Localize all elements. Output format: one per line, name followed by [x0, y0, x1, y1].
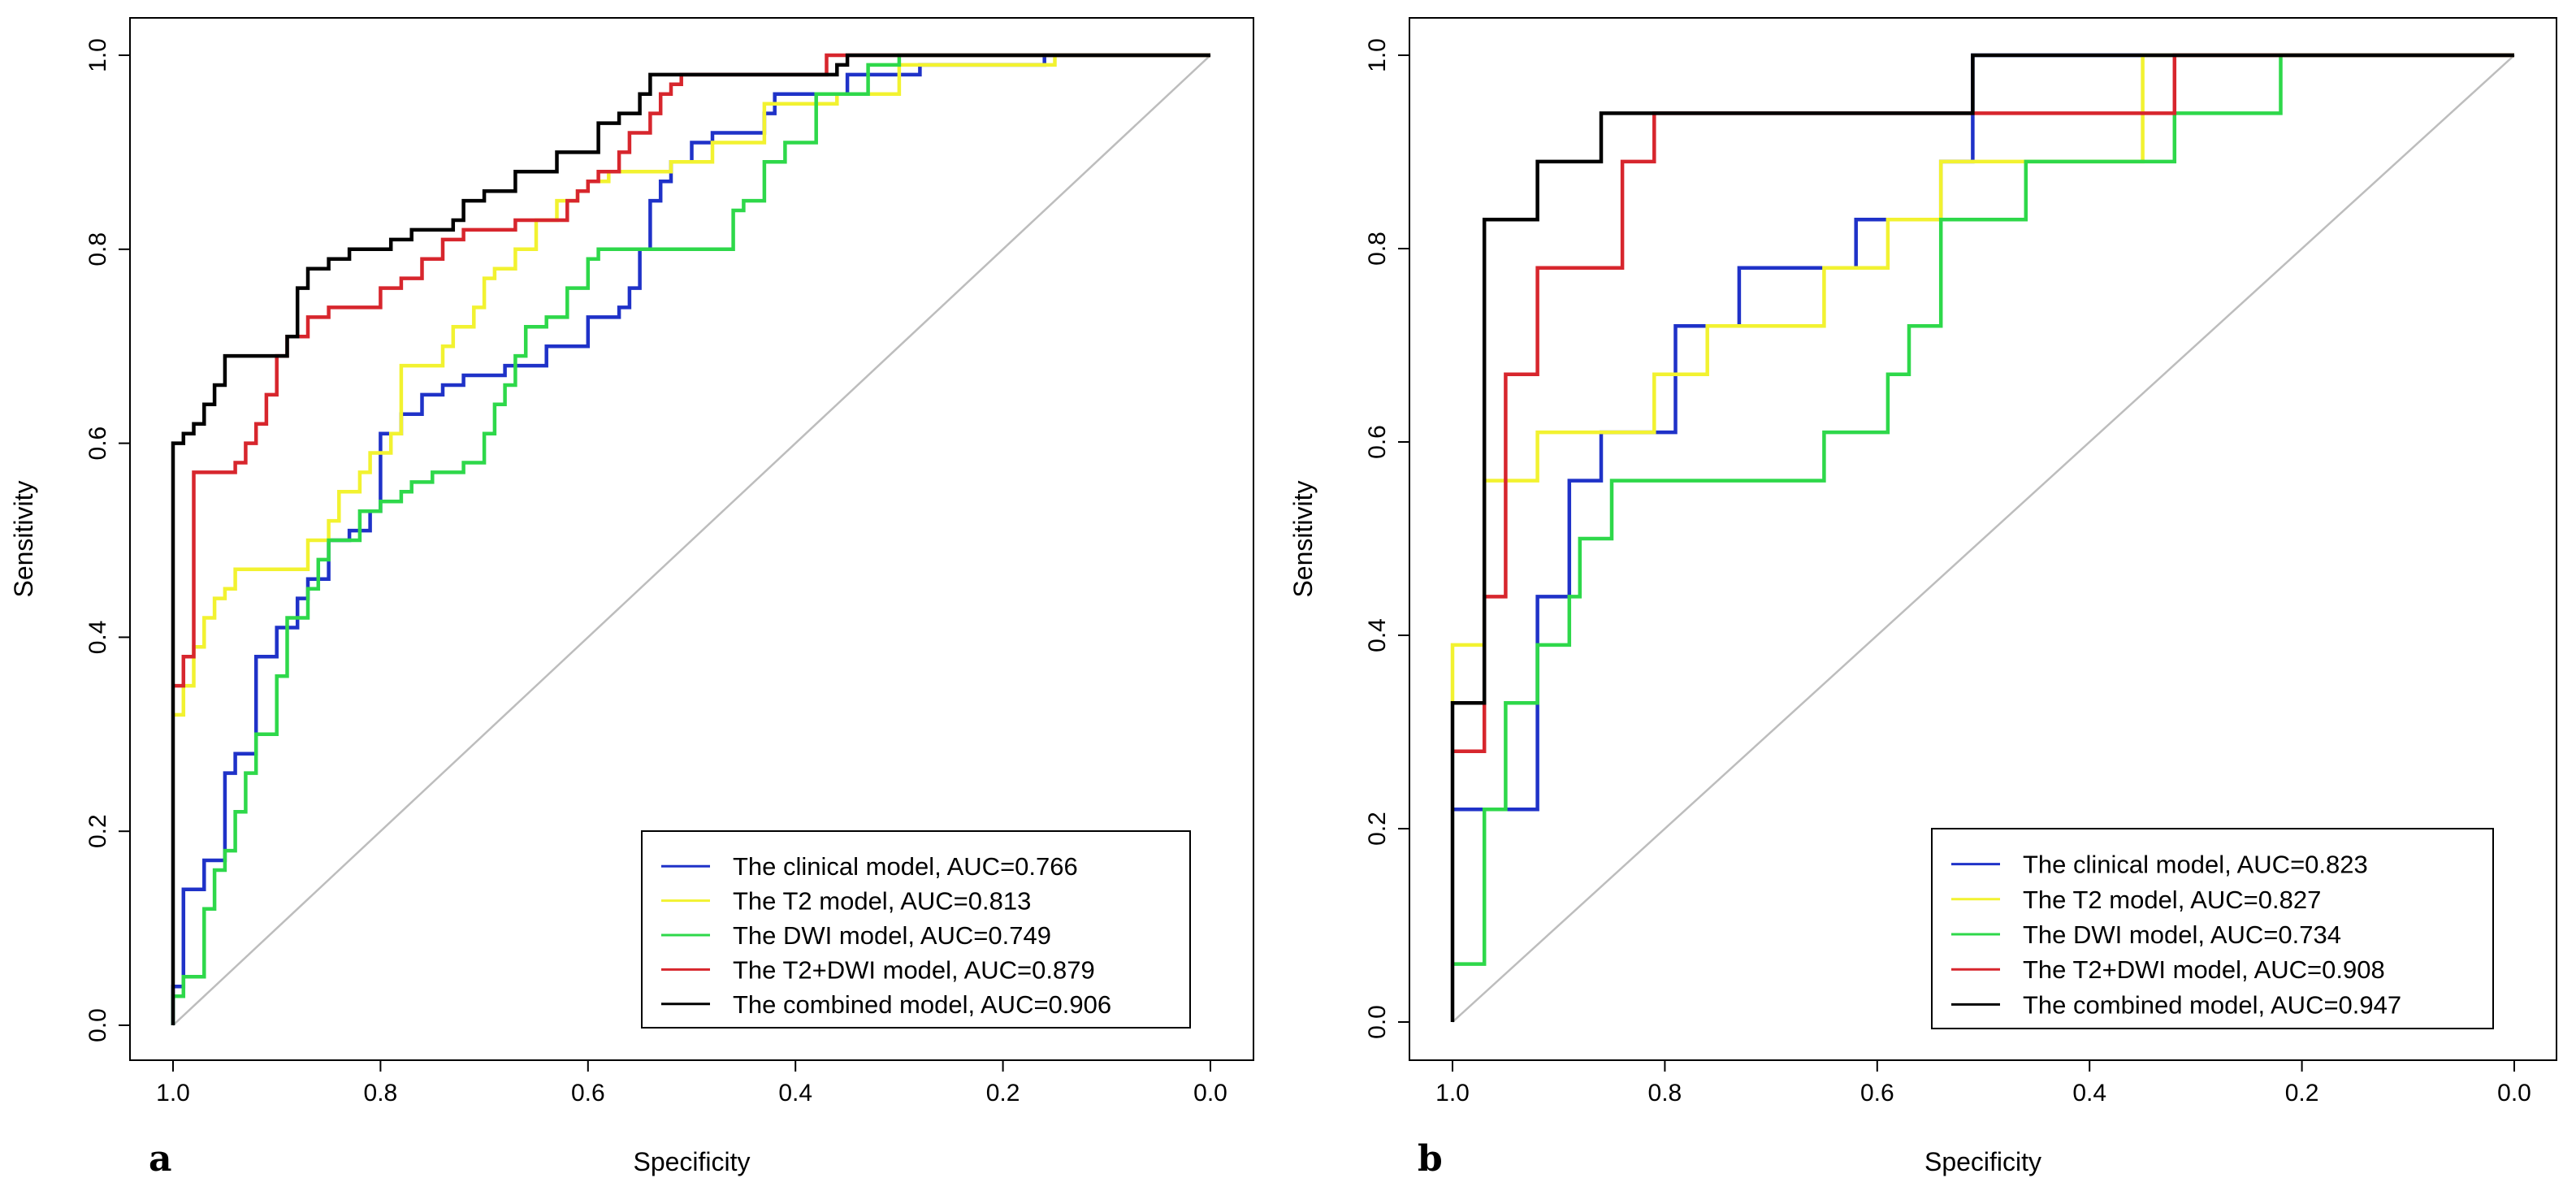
legend-label: The clinical model, AUC=0.823	[2023, 851, 2368, 879]
legend: The clinical model, AUC=0.766 The T2 mode…	[641, 830, 1191, 1029]
y-tick-label: 0.4	[84, 621, 111, 655]
panel-letter: b	[1418, 1138, 1443, 1180]
plot-frame	[1409, 17, 2557, 1061]
roc-curve-series-5	[171, 53, 1210, 1025]
x-tick-label: 0.6	[571, 1080, 605, 1107]
x-tick-label: 0.4	[778, 1080, 812, 1107]
roc-curve-series-4	[1453, 53, 2514, 754]
roc-panel-b: 1.0 0.8 0.6 0.4 0.2 0.0 0.0 0.2 0.4 0.6 0.8 1.0 Spec…	[1288, 17, 2557, 1180]
x-tick-label: 0.2	[986, 1080, 1020, 1107]
x-tick-label: 0.8	[364, 1080, 398, 1107]
x-axis-title: Specificity	[633, 1147, 750, 1176]
x-tick-label: 0.0	[2497, 1080, 2531, 1107]
roc-curve-series-2	[173, 53, 1210, 717]
y-tick-label: 0.0	[1364, 1005, 1391, 1039]
plot-frame	[129, 17, 1254, 1061]
panel-letter: a	[149, 1138, 172, 1180]
legend-label: The combined model, AUC=0.947	[2023, 990, 2401, 1019]
y-tick-label: 0.2	[84, 814, 111, 848]
x-tick-label: 0.4	[2072, 1080, 2106, 1107]
legend: The clinical model, AUC=0.823 The T2 mode…	[1931, 828, 2494, 1029]
legend-label: The T2+DWI model, AUC=0.908	[2023, 955, 2385, 984]
legend-label: The combined model, AUC=0.906	[733, 990, 1111, 1019]
roc-curve-series-3	[1453, 53, 2514, 966]
x-tick-label: 1.0	[1435, 1080, 1470, 1107]
roc-panel-a: 1.0 0.8 0.6 0.4 0.2 0.0 0.0 0.2 0.4 0.6 0.8 1.0 Spec…	[9, 17, 1254, 1180]
legend-box	[641, 830, 1191, 1029]
y-axis-title: Sensitivity	[1288, 480, 1318, 597]
x-tick-label: 0.6	[1860, 1080, 1894, 1107]
y-tick-label: 0.6	[84, 427, 111, 461]
reference-diagonal	[1452, 54, 2515, 1023]
legend-label: The DWI model, AUC=0.749	[733, 921, 1051, 950]
y-axis-title: Sensitivity	[9, 480, 38, 597]
x-axis-title: Specificity	[1924, 1147, 2041, 1176]
y-tick-label: 1.0	[1364, 38, 1391, 72]
roc-curve-series-2	[1450, 53, 2514, 704]
x-tick-label: 1.0	[156, 1080, 190, 1107]
roc-curve-series-1	[171, 53, 1210, 1025]
roc-curve-series-3	[171, 53, 1210, 1025]
roc-curve-series-4	[173, 53, 1210, 688]
y-tick-label: 0.8	[1364, 232, 1391, 266]
y-tick-label: 0.8	[84, 232, 111, 266]
y-tick-label: 1.0	[84, 38, 111, 72]
y-tick-label: 0.6	[1364, 425, 1391, 459]
y-tick-label: 0.4	[1364, 618, 1391, 652]
y-tick-label: 0.0	[84, 1008, 111, 1042]
legend-label: The T2+DWI model, AUC=0.879	[733, 955, 1095, 984]
y-tick-label: 0.2	[1364, 812, 1391, 846]
legend-label: The T2 model, AUC=0.827	[2023, 886, 2321, 914]
roc-curve-series-5	[1450, 53, 2514, 1022]
x-tick-label: 0.8	[1648, 1080, 1682, 1107]
x-tick-label: 0.2	[2285, 1080, 2319, 1107]
legend-label: The clinical model, AUC=0.766	[733, 852, 1078, 881]
legend-label: The T2 model, AUC=0.813	[733, 887, 1031, 916]
legend-label: The DWI model, AUC=0.734	[2023, 920, 2341, 949]
legend-box	[1931, 828, 2494, 1029]
x-tick-label: 0.0	[1193, 1080, 1227, 1107]
reference-diagonal	[172, 54, 1211, 1026]
